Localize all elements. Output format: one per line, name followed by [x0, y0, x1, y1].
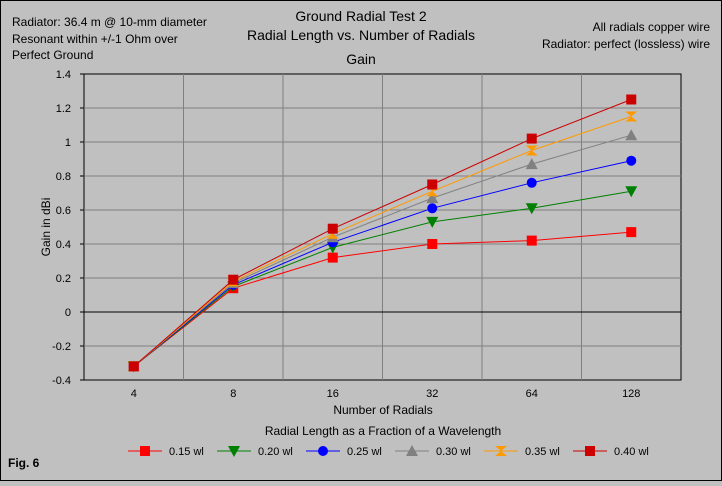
legend-label: 0.20 wl — [258, 446, 293, 458]
y-axis-ticks: -0.4 -0.2 0 0.2 0.4 0.6 0.8 1 1.2 1.4 — [52, 69, 84, 387]
y-axis-label: Gain in dBi — [39, 198, 53, 257]
series-line — [133, 190, 632, 367]
right-note-line-1: All radials copper wire — [593, 20, 711, 34]
y-tick-label: 0.4 — [56, 239, 71, 251]
x-axis-label: Number of Radials — [333, 403, 432, 417]
series-line — [133, 99, 632, 367]
legend-marker — [495, 446, 507, 456]
data-point — [228, 274, 239, 285]
y-tick-label: 1.2 — [56, 103, 71, 115]
legend-label: 0.35 wl — [525, 446, 560, 458]
y-tick-label: 0.6 — [56, 205, 71, 217]
data-point — [625, 186, 638, 198]
left-note-line-2: Resonant within +/-1 Ohm over — [12, 32, 178, 46]
legend-item-1: 0.15 wl — [128, 446, 204, 458]
legend-label: 0.25 wl — [347, 446, 382, 458]
legend-marker — [140, 446, 150, 456]
x-tick-label: 64 — [526, 388, 538, 400]
x-tick-label: 8 — [230, 388, 236, 400]
legend-label: 0.30 wl — [436, 446, 471, 458]
legend: 0.15 wl 0.20 wl 0.25 wl 0.30 wl 0.35 wl 0.40 … — [128, 445, 649, 458]
data-point — [427, 239, 438, 249]
legend-item-4: 0.30 wl — [395, 445, 471, 458]
y-tick-label: -0.4 — [52, 375, 71, 387]
series-line — [133, 116, 632, 367]
series-line — [133, 134, 632, 367]
legend-item-6: 0.40 wl — [573, 446, 649, 458]
data-point — [426, 192, 439, 204]
right-note-line-2: Radiator: perfect (lossless) wire — [542, 37, 710, 51]
series-line — [133, 231, 632, 367]
data-point — [626, 227, 637, 238]
legend-title: Radial Length as a Fraction of a Wavelen… — [265, 424, 501, 438]
y-tick-label: 0.8 — [56, 171, 71, 183]
data-series — [127, 94, 638, 373]
left-note-line-3: Perfect Ground — [12, 48, 93, 62]
series-line — [133, 160, 632, 367]
data-point — [525, 145, 538, 156]
series-6 — [128, 94, 637, 372]
data-point — [526, 235, 537, 246]
legend-marker — [228, 446, 240, 457]
x-tick-label: 16 — [327, 388, 339, 400]
chart-title-line-3: Gain — [346, 51, 376, 67]
y-tick-label: 0 — [65, 307, 71, 319]
y-tick-label: 1.4 — [56, 69, 71, 81]
y-tick-label: 1 — [65, 137, 71, 149]
chart-header: Radiator: 36.4 m @ 10-mm diameter Resona… — [12, 8, 710, 67]
legend-marker — [406, 445, 418, 456]
legend-item-2: 0.20 wl — [217, 446, 293, 458]
legend-label: 0.15 wl — [169, 446, 204, 458]
left-note-line-1: Radiator: 36.4 m @ 10-mm diameter — [12, 15, 207, 29]
data-point — [626, 94, 637, 105]
data-point — [327, 252, 338, 263]
data-point — [525, 158, 538, 170]
y-tick-label: -0.2 — [52, 341, 71, 353]
y-tick-label: 0.2 — [56, 273, 71, 285]
chart-title-line-1: Ground Radial Test 2 — [295, 8, 426, 24]
legend-item-3: 0.25 wl — [306, 446, 382, 458]
data-point — [526, 177, 537, 188]
legend-marker — [318, 446, 328, 456]
legend-marker — [585, 446, 595, 456]
figure-label: Fig. 6 — [8, 456, 40, 470]
legend-item-5: 0.35 wl — [484, 446, 560, 458]
chart-title-line-2: Radial Length vs. Number of Radials — [247, 27, 475, 43]
data-point — [525, 203, 538, 215]
data-point — [427, 203, 438, 214]
x-tick-label: 128 — [622, 388, 640, 400]
data-point — [625, 129, 638, 141]
x-tick-label: 32 — [426, 388, 438, 400]
data-point — [526, 133, 537, 144]
data-point — [427, 179, 438, 190]
x-tick-label: 4 — [131, 388, 137, 400]
x-axis-ticks: 4 8 16 32 64 128 — [131, 388, 641, 400]
data-point — [426, 216, 439, 228]
data-point — [625, 111, 638, 122]
data-point — [327, 223, 338, 234]
data-point — [128, 361, 139, 372]
legend-label: 0.40 wl — [614, 446, 649, 458]
grid — [84, 74, 681, 380]
data-point — [626, 155, 637, 166]
